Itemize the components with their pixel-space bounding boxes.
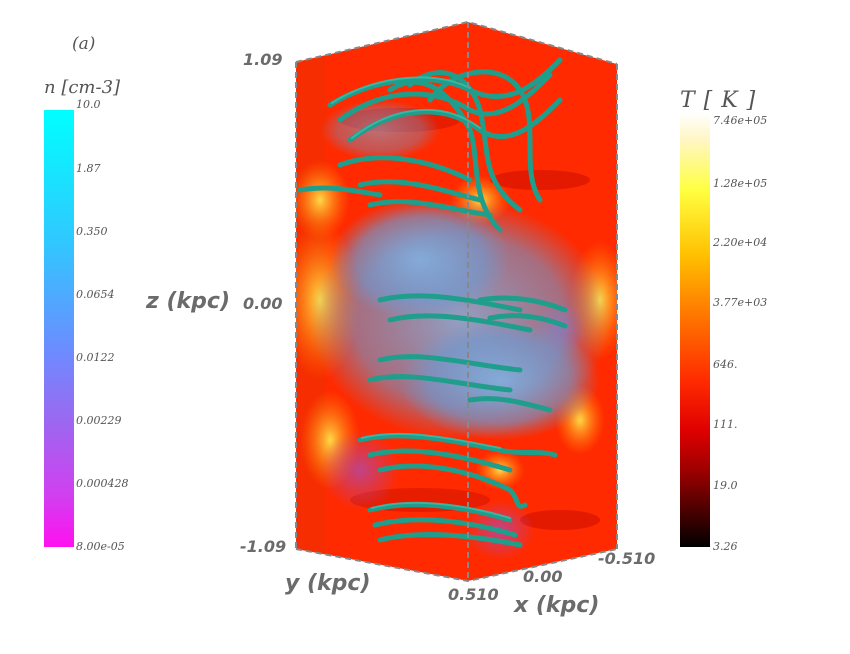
temperature-tick: 3.26	[713, 540, 738, 553]
density-tick: 10.0	[76, 98, 101, 111]
bounding-box	[295, 20, 618, 583]
x-tick-right: -0.510	[598, 549, 656, 568]
hot-region	[296, 160, 350, 240]
gas-cloud	[330, 200, 510, 320]
z-axis-label: z (kpc)	[146, 289, 230, 314]
temperature-tick: 646.	[713, 358, 738, 371]
z-tick-top: 1.09	[243, 50, 283, 69]
panel-label: (a)	[72, 34, 96, 54]
y-axis-label: y (kpc)	[285, 571, 371, 596]
temperature-tick: 111.	[713, 418, 738, 431]
temperature-colorbar-title: T [ K ]	[680, 88, 757, 113]
field-lines	[297, 57, 568, 548]
density-tick: 0.0122	[76, 351, 115, 364]
density-tick: 0.000428	[76, 477, 129, 490]
density-tick: 0.0654	[76, 288, 115, 301]
density-tick: 1.87	[76, 162, 101, 175]
density-tick: 0.00229	[76, 414, 122, 427]
temperature-tick: 7.46e+05	[713, 114, 768, 127]
temperature-tick: 2.20e+04	[713, 236, 768, 249]
z-tick-bottom: -1.09	[240, 537, 287, 556]
temperature-colorbar	[680, 112, 710, 547]
temperature-tick: 3.77e+03	[713, 296, 768, 309]
low-density-region	[320, 430, 400, 510]
z-tick-mid: 0.00	[243, 294, 283, 313]
x-tick-mid: 0.00	[523, 567, 563, 586]
temperature-tick: 1.28e+05	[713, 177, 768, 190]
temperature-tick: 19.0	[713, 479, 738, 492]
y-tick: 0.510	[448, 585, 499, 604]
density-colorbar-title: n [cm-3]	[44, 77, 121, 98]
x-axis-label: x (kpc)	[514, 593, 600, 618]
density-tick: 8.00e-05	[76, 540, 125, 553]
density-colorbar	[44, 110, 74, 547]
density-tick: 0.350	[76, 225, 108, 238]
